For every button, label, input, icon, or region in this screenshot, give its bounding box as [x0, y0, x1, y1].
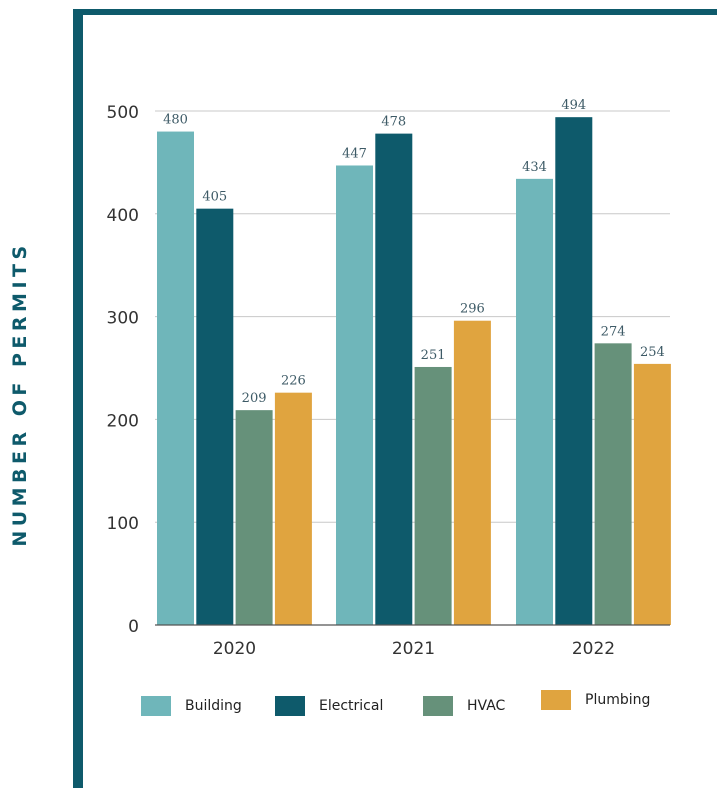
bar-building-2020 — [157, 131, 194, 625]
bar-hvac-2022 — [594, 343, 632, 625]
bar-plumbing-2021 — [453, 320, 491, 625]
data-label-plumbing-2021: 296 — [460, 302, 485, 317]
legend-swatch-building — [141, 696, 171, 716]
y-tick-label-0: 0 — [128, 617, 139, 637]
legend-swatch-electrical — [275, 696, 305, 716]
legend-swatch-plumbing — [541, 690, 571, 710]
bar-building-2022 — [516, 178, 553, 625]
data-label-building-2022: 434 — [522, 160, 547, 175]
legend: Building Electrical HVAC Plumbing — [0, 690, 717, 718]
y-tick-label-200: 200 — [107, 411, 139, 431]
y-tick-label-100: 100 — [107, 514, 139, 534]
legend-item-building: Building — [141, 694, 242, 718]
data-label-electrical-2022: 494 — [561, 98, 586, 113]
data-label-electrical-2020: 405 — [202, 190, 227, 205]
bar-hvac-2020 — [235, 410, 273, 625]
legend-label-electrical: Electrical — [319, 698, 384, 714]
y-tick-label-400: 400 — [107, 206, 139, 226]
data-label-plumbing-2020: 226 — [281, 374, 306, 389]
data-label-building-2021: 447 — [342, 146, 367, 161]
legend-label-hvac: HVAC — [467, 698, 506, 714]
legend-item-electrical: Electrical — [275, 694, 383, 718]
y-tick-label-500: 500 — [107, 103, 139, 123]
bar-plumbing-2022 — [633, 363, 671, 625]
bar-building-2021 — [336, 165, 373, 625]
legend-label-plumbing: Plumbing — [585, 692, 651, 708]
data-label-electrical-2021: 478 — [381, 115, 406, 130]
x-tick-label-2021: 2021 — [392, 639, 435, 659]
legend-item-plumbing: Plumbing — [541, 688, 650, 712]
data-label-hvac-2022: 274 — [601, 324, 626, 339]
data-label-plumbing-2022: 254 — [640, 345, 665, 360]
data-label-building-2020: 480 — [163, 113, 188, 128]
legend-swatch-hvac — [423, 696, 453, 716]
x-tick-label-2022: 2022 — [572, 639, 615, 659]
data-label-hvac-2021: 251 — [421, 348, 446, 363]
bar-electrical-2020 — [196, 208, 234, 625]
bar-plumbing-2020 — [274, 392, 312, 625]
data-label-hvac-2020: 209 — [242, 391, 267, 406]
bar-electrical-2022 — [555, 117, 593, 625]
bar-electrical-2021 — [375, 133, 413, 625]
legend-label-building: Building — [185, 698, 242, 714]
legend-item-hvac: HVAC — [423, 694, 505, 718]
x-tick-label-2020: 2020 — [213, 639, 256, 659]
y-tick-label-300: 300 — [107, 309, 139, 329]
bar-hvac-2021 — [414, 366, 452, 625]
